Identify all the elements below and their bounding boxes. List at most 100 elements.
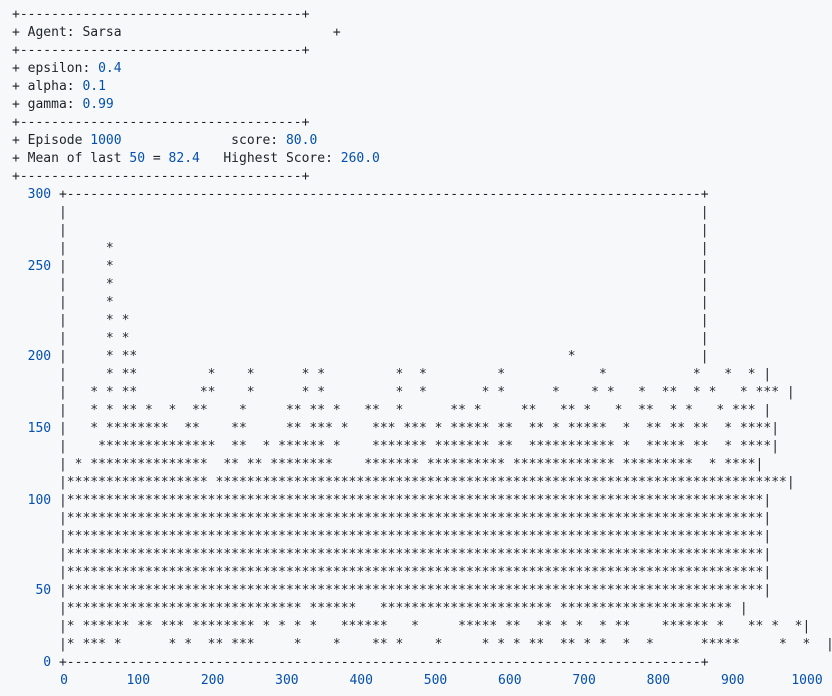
- y-tick-label: 200: [12, 349, 52, 364]
- plot-row-body: |***************************************…: [51, 565, 772, 580]
- y-tick-label: [12, 619, 51, 634]
- plot-row-body: | * * |: [51, 331, 709, 346]
- y-tick-label: [12, 205, 51, 220]
- plot-row-body: |****************** ********************…: [51, 475, 795, 490]
- plot-row-body: | * |: [51, 259, 709, 274]
- plot-row: | *************** ** * ****** * ******* …: [12, 438, 779, 456]
- y-tick-label: [12, 367, 51, 382]
- mean-value: 82.4: [168, 151, 200, 166]
- y-tick-label: [12, 475, 51, 490]
- y-tick-label: [12, 547, 51, 562]
- plot-row: | |: [12, 222, 709, 240]
- plot-row-body: | |: [51, 205, 709, 220]
- plot-row-body: |***************************************…: [51, 547, 772, 562]
- info-border-top: +------------------------------------+: [12, 7, 310, 22]
- y-tick-label: [12, 601, 51, 616]
- plot-row: | * ** * * * * * * * * * * * |: [12, 366, 771, 384]
- gamma-line: + gamma: 0.99: [12, 96, 114, 114]
- plot-row-body: |***************************************…: [51, 493, 772, 508]
- episode-value: 1000: [90, 133, 122, 148]
- plot-row: |***************************************…: [12, 510, 771, 528]
- plot-row: |***************************************…: [12, 564, 771, 582]
- plot-row: | * |: [12, 240, 709, 258]
- agent-line-end: +: [121, 25, 341, 40]
- plot-row: | * * ** ** * * * * * * * * * * * ** * *…: [12, 384, 795, 402]
- gamma-label: + gamma:: [12, 97, 83, 112]
- y-tick-label: [12, 295, 51, 310]
- y-tick-label: [12, 241, 51, 256]
- plot-row-body: | * * ** ** * * * * * * * * * * * ** * *…: [51, 385, 795, 400]
- y-tick-label: 250: [12, 259, 52, 274]
- highest-label: Highest Score:: [199, 151, 341, 166]
- plot-row: | * |: [12, 276, 709, 294]
- plot-row-body: | * *************** ** ** ******** *****…: [51, 457, 764, 472]
- plot-row-body: |* *** * * * ** *** * * ** * * * * * ** …: [51, 637, 832, 652]
- x-tick-label: 600: [498, 673, 522, 688]
- plot-row-body: | * ** * |: [51, 349, 709, 364]
- plot-row: 200 | * ** * |: [12, 348, 709, 366]
- x-tick-label: 0: [60, 673, 68, 688]
- y-tick-label: [12, 403, 51, 418]
- episode-line: + Episode 1000 score: 80.0: [12, 132, 317, 150]
- plot-row-body: |****************************** ****** *…: [51, 601, 748, 616]
- y-tick-label: [12, 511, 51, 526]
- plot-row: |***************************************…: [12, 528, 771, 546]
- y-tick-label: [12, 439, 51, 454]
- epsilon-label: + epsilon:: [12, 61, 99, 76]
- x-tick-label: 800: [646, 673, 671, 688]
- y-tick-label: 0: [12, 655, 52, 670]
- alpha-line: + alpha: 0.1: [12, 78, 106, 96]
- plot-row: | * * |: [12, 330, 709, 348]
- mean-line: + Mean of last 50 = 82.4 Highest Score: …: [12, 150, 380, 168]
- score-value: 80.0: [285, 133, 318, 148]
- plot-row: 50 |************************************…: [12, 582, 771, 600]
- mean-window: 50: [129, 151, 146, 166]
- plot-row-body: +---------------------------------------…: [51, 655, 709, 670]
- plot-row: 0 +-------------------------------------…: [12, 654, 709, 672]
- plot-row: | * |: [12, 294, 709, 312]
- y-tick-label: [12, 223, 51, 238]
- plot-row-body: | * ******** ** ** ** *** * *** *** * **…: [51, 421, 780, 436]
- score-label: score:: [121, 133, 286, 148]
- agent-label: + Agent:: [12, 25, 83, 40]
- plot-row-body: | *************** ** * ****** * ******* …: [51, 439, 780, 454]
- y-tick-label: 150: [12, 421, 52, 436]
- highest-value: 260.0: [340, 151, 380, 166]
- plot-row: | * * |: [12, 312, 709, 330]
- y-tick-label: [12, 385, 51, 400]
- plot-row: |***************************************…: [12, 546, 771, 564]
- agent-name: Sarsa: [82, 25, 122, 40]
- y-tick-label: [12, 457, 51, 472]
- y-tick-label: [12, 313, 51, 328]
- x-tick-label: 300: [275, 673, 299, 688]
- epsilon-line: + epsilon: 0.4: [12, 60, 122, 78]
- y-tick-label: [12, 565, 51, 580]
- plot-row: | * *************** ** ** ******** *****…: [12, 456, 763, 474]
- plot-row-body: | * * ** * * ** * ** ** * ** * ** * ** *…: [51, 403, 772, 418]
- plot-row-body: | * |: [51, 295, 709, 310]
- episode-label: + Episode: [12, 133, 91, 148]
- alpha-value: 0.1: [82, 79, 106, 94]
- plot-row: | |: [12, 204, 709, 222]
- info-border-2: +------------------------------------+: [12, 43, 310, 58]
- plot-row-body: | |: [51, 223, 709, 238]
- x-tick-label: 500: [423, 673, 448, 688]
- y-tick-label: 300: [12, 187, 52, 202]
- mean-label: + Mean of last: [12, 151, 130, 166]
- y-tick-label: 50: [12, 583, 52, 598]
- info-border-3: +------------------------------------+: [12, 115, 310, 130]
- alpha-label: + alpha:: [12, 79, 83, 94]
- plot-row-body: | * ** * * * * * * * * * * * |: [51, 367, 772, 382]
- plot-row: |****************************** ****** *…: [12, 600, 748, 618]
- x-tick-label: 200: [200, 673, 225, 688]
- plot-row: | * * ** * * ** * ** ** * ** * ** * ** *…: [12, 402, 771, 420]
- plot-row-body: | * * |: [51, 313, 709, 328]
- gamma-value: 0.99: [82, 97, 114, 112]
- x-tick-label: 1000: [791, 673, 823, 688]
- x-tick-label: 400: [349, 673, 373, 688]
- plot-row: 250 | * |: [12, 258, 709, 276]
- y-tick-label: 100: [12, 493, 52, 508]
- plot-row-body: |***************************************…: [51, 511, 772, 526]
- plot-row: |****************** ********************…: [12, 474, 795, 492]
